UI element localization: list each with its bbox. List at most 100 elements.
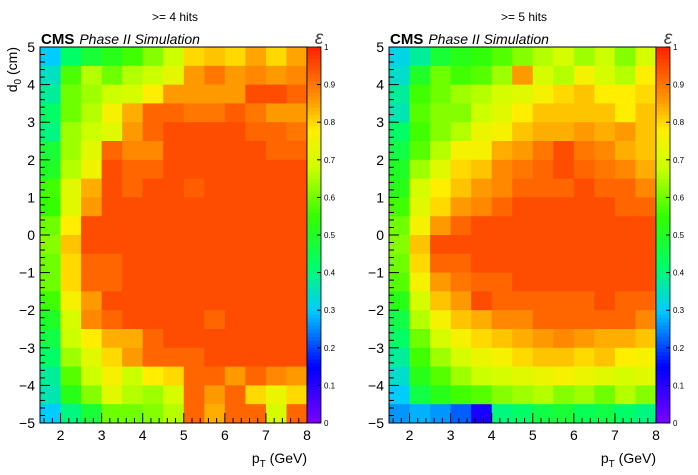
heatmap-cell <box>40 291 61 311</box>
heatmap-cell <box>245 385 267 405</box>
heatmap-cell <box>614 310 636 330</box>
heatmap-cell <box>60 141 82 161</box>
efficiency-symbol: ε <box>315 28 324 49</box>
heatmap-cell <box>265 385 287 405</box>
x-tick-label: 4 <box>488 427 496 443</box>
colorbar-segment <box>307 58 321 63</box>
heatmap-cell <box>512 141 534 161</box>
heatmap-cell <box>553 141 575 161</box>
simulation-text: Phase II Simulation <box>79 31 200 47</box>
heatmap-cell <box>471 84 493 104</box>
colorbar-tick-label: 0.7 <box>673 156 685 165</box>
heatmap-cell <box>635 347 657 367</box>
heatmap-cell <box>60 366 82 386</box>
heatmap-cell <box>142 141 164 161</box>
heatmap-cell <box>224 84 246 104</box>
colorbar-segment <box>307 268 321 274</box>
heatmap-cell <box>409 103 431 123</box>
heatmap-cell <box>471 235 493 255</box>
experiment-label: CMS Phase II Simulation <box>41 31 200 48</box>
heatmap-cell <box>450 122 472 142</box>
heatmap-cell <box>450 272 472 292</box>
panel-title: >= 5 hits <box>501 10 547 24</box>
heatmap-cell <box>471 347 493 367</box>
x-tick-label: 7 <box>262 427 270 443</box>
y-label-base: d <box>4 84 20 92</box>
heatmap-cell <box>81 216 103 236</box>
heatmap-cell <box>430 272 452 292</box>
heatmap-cell <box>512 122 534 142</box>
colorbar-segment <box>656 291 670 296</box>
colorbar-tick-label: 0.8 <box>324 118 336 127</box>
colorbar-segment <box>307 261 321 266</box>
heatmap-cell <box>40 329 61 349</box>
heatmap-cell <box>573 404 595 424</box>
colorbar-tick-label: 0.2 <box>673 344 685 353</box>
heatmap-cell <box>409 235 431 255</box>
heatmap-cell <box>101 329 123 349</box>
x-tick-label: 6 <box>221 427 229 443</box>
y-tick-label: 4 <box>27 77 35 93</box>
heatmap-cell <box>614 235 636 255</box>
heatmap-cell <box>573 216 595 236</box>
colorbar-segment <box>656 159 670 165</box>
heatmap-cell <box>553 47 575 67</box>
colorbar-segment <box>307 313 321 319</box>
heatmap-cell <box>60 197 82 217</box>
colorbar-segment <box>307 344 321 349</box>
heatmap-cell <box>471 103 493 123</box>
heatmap-cell <box>224 197 246 217</box>
colorbar-segment <box>307 219 321 225</box>
heatmap-cell <box>60 329 82 349</box>
colorbar-segment <box>656 129 670 134</box>
heatmap-cell <box>389 216 410 236</box>
colorbar-segment <box>656 50 670 56</box>
heatmap-cell <box>81 347 103 367</box>
heatmap-cell <box>101 122 123 142</box>
heatmap-cell <box>204 122 226 142</box>
heatmap-cell <box>430 216 452 236</box>
heatmap-cell <box>430 141 452 161</box>
heatmap-cell <box>142 347 164 367</box>
colorbar-segment <box>656 261 670 266</box>
heatmap-cell <box>101 291 123 311</box>
heatmap-cell <box>183 141 205 161</box>
heatmap-cell <box>40 159 61 179</box>
heatmap-cell <box>532 329 554 349</box>
heatmap-cell <box>163 65 185 85</box>
heatmap-cell <box>81 103 103 123</box>
heatmap-cell <box>183 291 205 311</box>
heatmap-cell <box>183 404 205 424</box>
colorbar-tick-label: 0.3 <box>673 306 685 315</box>
heatmap-cell <box>594 253 616 273</box>
colorbar-tick-label: 0.9 <box>324 81 336 90</box>
heatmap-cell <box>635 404 657 424</box>
heatmap-cell <box>409 347 431 367</box>
heatmap-cell <box>81 197 103 217</box>
heatmap-cell <box>204 47 226 67</box>
colorbar-segment <box>656 366 670 371</box>
heatmap-cell <box>450 235 472 255</box>
heatmap-cell <box>122 122 144 142</box>
heatmap-cell <box>142 216 164 236</box>
colorbar-segment <box>656 280 670 285</box>
heatmap-cell <box>409 216 431 236</box>
heatmap-cell <box>635 103 657 123</box>
colorbar-segment <box>307 321 321 326</box>
heatmap-cell <box>389 310 410 330</box>
colorbar-tick-label: 0.4 <box>324 269 336 278</box>
heatmap-cell <box>40 47 61 67</box>
heatmap-cell <box>163 216 185 236</box>
heatmap-cell <box>389 65 410 85</box>
colorbar-segment <box>656 137 670 142</box>
colorbar-segment <box>307 396 321 401</box>
colorbar-segment <box>656 144 670 150</box>
heatmap-cell <box>573 141 595 161</box>
heatmap-cell <box>389 103 410 123</box>
colorbar-segment <box>656 321 670 326</box>
heatmap-cell <box>224 385 246 405</box>
heatmap-cell <box>491 272 513 292</box>
heatmap-cell <box>614 366 636 386</box>
colorbar-segment <box>656 171 670 176</box>
y-label-unit: (cm) <box>4 47 20 79</box>
